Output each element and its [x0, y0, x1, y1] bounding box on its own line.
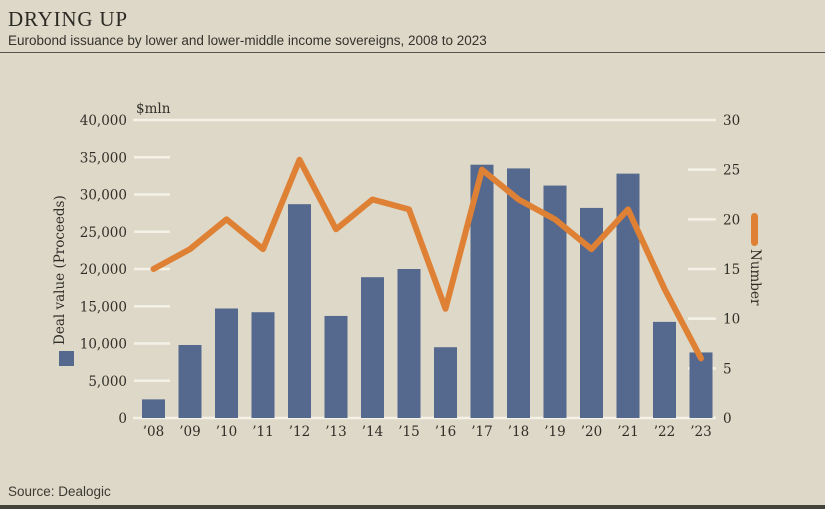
bar-2015 — [397, 269, 421, 418]
bar-2021 — [616, 173, 640, 418]
bar-2012 — [288, 204, 311, 418]
left-axis-legend-label: Deal value (Proceeds) — [52, 195, 68, 345]
bottom-divider — [0, 505, 825, 509]
bar-2020 — [580, 207, 603, 418]
left-axis-label: 20,000 — [80, 262, 127, 278]
right-axis-label: 15 — [723, 262, 740, 278]
header-divider — [0, 52, 825, 53]
bar-legend-swatch-icon — [59, 351, 74, 366]
x-axis-label: ’12 — [289, 424, 310, 440]
right-axis-label: 30 — [723, 113, 740, 129]
right-axis-label: 5 — [723, 361, 732, 377]
source-note: Source: Dealogic — [8, 484, 111, 499]
bar-2010 — [215, 308, 238, 418]
left-axis-label: 5,000 — [88, 374, 127, 390]
x-axis-label: ’08 — [143, 424, 164, 440]
chart-plot: 40,000 35,000 30,000 25,000 20,000 15,000 10,0… — [80, 113, 740, 440]
bar-2014 — [361, 277, 384, 418]
page-title: DRYING UP — [8, 7, 128, 31]
x-axis-label: ’16 — [435, 424, 456, 440]
x-axis-label: ’20 — [581, 424, 602, 440]
bar-2017 — [470, 164, 494, 418]
x-axis-label: ’15 — [398, 424, 419, 440]
line-legend-swatch-icon — [751, 213, 758, 246]
left-axis-label: 0 — [118, 411, 127, 427]
left-axis-label: 15,000 — [80, 299, 127, 315]
right-axis-legend-label: Number — [747, 249, 763, 306]
x-axis-label: ’13 — [325, 424, 346, 440]
bar-2016 — [434, 347, 457, 418]
bar-2018 — [507, 168, 530, 418]
x-axis-label: ’10 — [216, 424, 237, 440]
left-axis-label: 40,000 — [80, 113, 127, 129]
left-axis-label: 25,000 — [80, 225, 127, 241]
x-axis-label: ’09 — [179, 424, 200, 440]
left-axis-label: 35,000 — [80, 150, 127, 166]
x-axis-label: ’21 — [617, 424, 638, 440]
x-axis-label: ’23 — [690, 424, 711, 440]
chart-subtitle: Eurobond issuance by lower and lower-mid… — [8, 33, 487, 48]
x-axis-label: ’11 — [252, 424, 273, 440]
x-axis-label: ’18 — [508, 424, 529, 440]
x-axis-label: ’17 — [471, 424, 492, 440]
bar-2008 — [142, 399, 165, 418]
left-axis-label: 30,000 — [80, 188, 127, 204]
right-axis-label: 0 — [723, 411, 732, 427]
bar-2023 — [689, 352, 713, 418]
number-line — [150, 156, 704, 362]
bar-2011 — [251, 312, 275, 418]
left-axis-label: 10,000 — [80, 337, 127, 353]
x-axis-label: ’14 — [362, 424, 383, 440]
bar-2013 — [324, 315, 348, 418]
bar-2019 — [543, 185, 567, 418]
right-axis-label: 10 — [723, 312, 740, 328]
left-axis-unit-label: $mln — [136, 101, 171, 117]
x-axis-label: ’19 — [544, 424, 565, 440]
bar-2022 — [653, 321, 676, 418]
bar-2009 — [178, 344, 202, 418]
x-axis-label: ’22 — [654, 424, 675, 440]
right-axis-label: 20 — [723, 212, 740, 228]
right-axis-label: 25 — [723, 163, 740, 179]
